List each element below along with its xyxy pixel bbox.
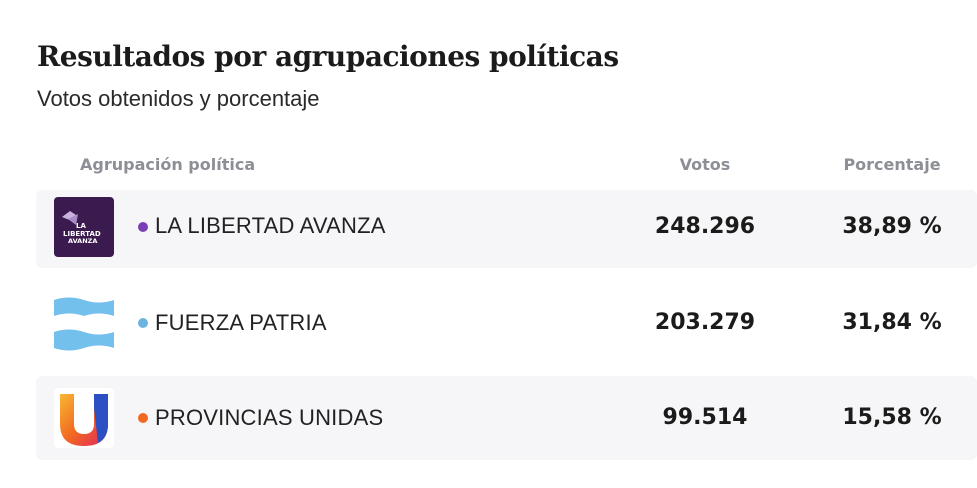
party-name: FUERZA PATRIA: [155, 310, 327, 335]
table-row: FUERZA PATRIA 203.279 31,84 %: [36, 286, 977, 360]
column-header-percent: Porcentaje: [843, 155, 941, 174]
argentina-flag-logo: [54, 294, 114, 354]
svg-text:LIBERTAD: LIBERTAD: [63, 230, 101, 238]
table-row: LA LIBERTAD AVANZA LA LIBERTAD AVANZA 24…: [36, 190, 977, 268]
column-header-votes: Votos: [679, 155, 731, 174]
svg-text:AVANZA: AVANZA: [68, 237, 97, 245]
votes-value: 248.296: [654, 214, 756, 239]
provincias-unidas-u-logo: [54, 388, 114, 448]
svg-text:LA: LA: [76, 222, 86, 230]
votes-value: 203.279: [654, 310, 756, 335]
party-name: PROVINCIAS UNIDAS: [155, 405, 384, 430]
party-color-dot: [138, 318, 148, 328]
percent-value: 15,58 %: [842, 405, 942, 430]
party-color-dot: [138, 222, 148, 232]
column-header-party: Agrupación política: [80, 155, 256, 174]
table-header: Agrupación política Votos Porcentaje: [0, 155, 977, 177]
page-title: Resultados por agrupaciones políticas: [37, 40, 619, 73]
la-libertad-avanza-logo: LA LIBERTAD AVANZA: [54, 197, 114, 257]
party-name: LA LIBERTAD AVANZA: [155, 213, 386, 238]
percent-value: 31,84 %: [842, 310, 942, 335]
votes-value: 99.514: [662, 405, 748, 430]
party-color-dot: [138, 413, 148, 423]
percent-value: 38,89 %: [842, 214, 942, 239]
table-row: PROVINCIAS UNIDAS 99.514 15,58 %: [36, 376, 977, 460]
page-subtitle: Votos obtenidos y porcentaje: [37, 86, 320, 111]
